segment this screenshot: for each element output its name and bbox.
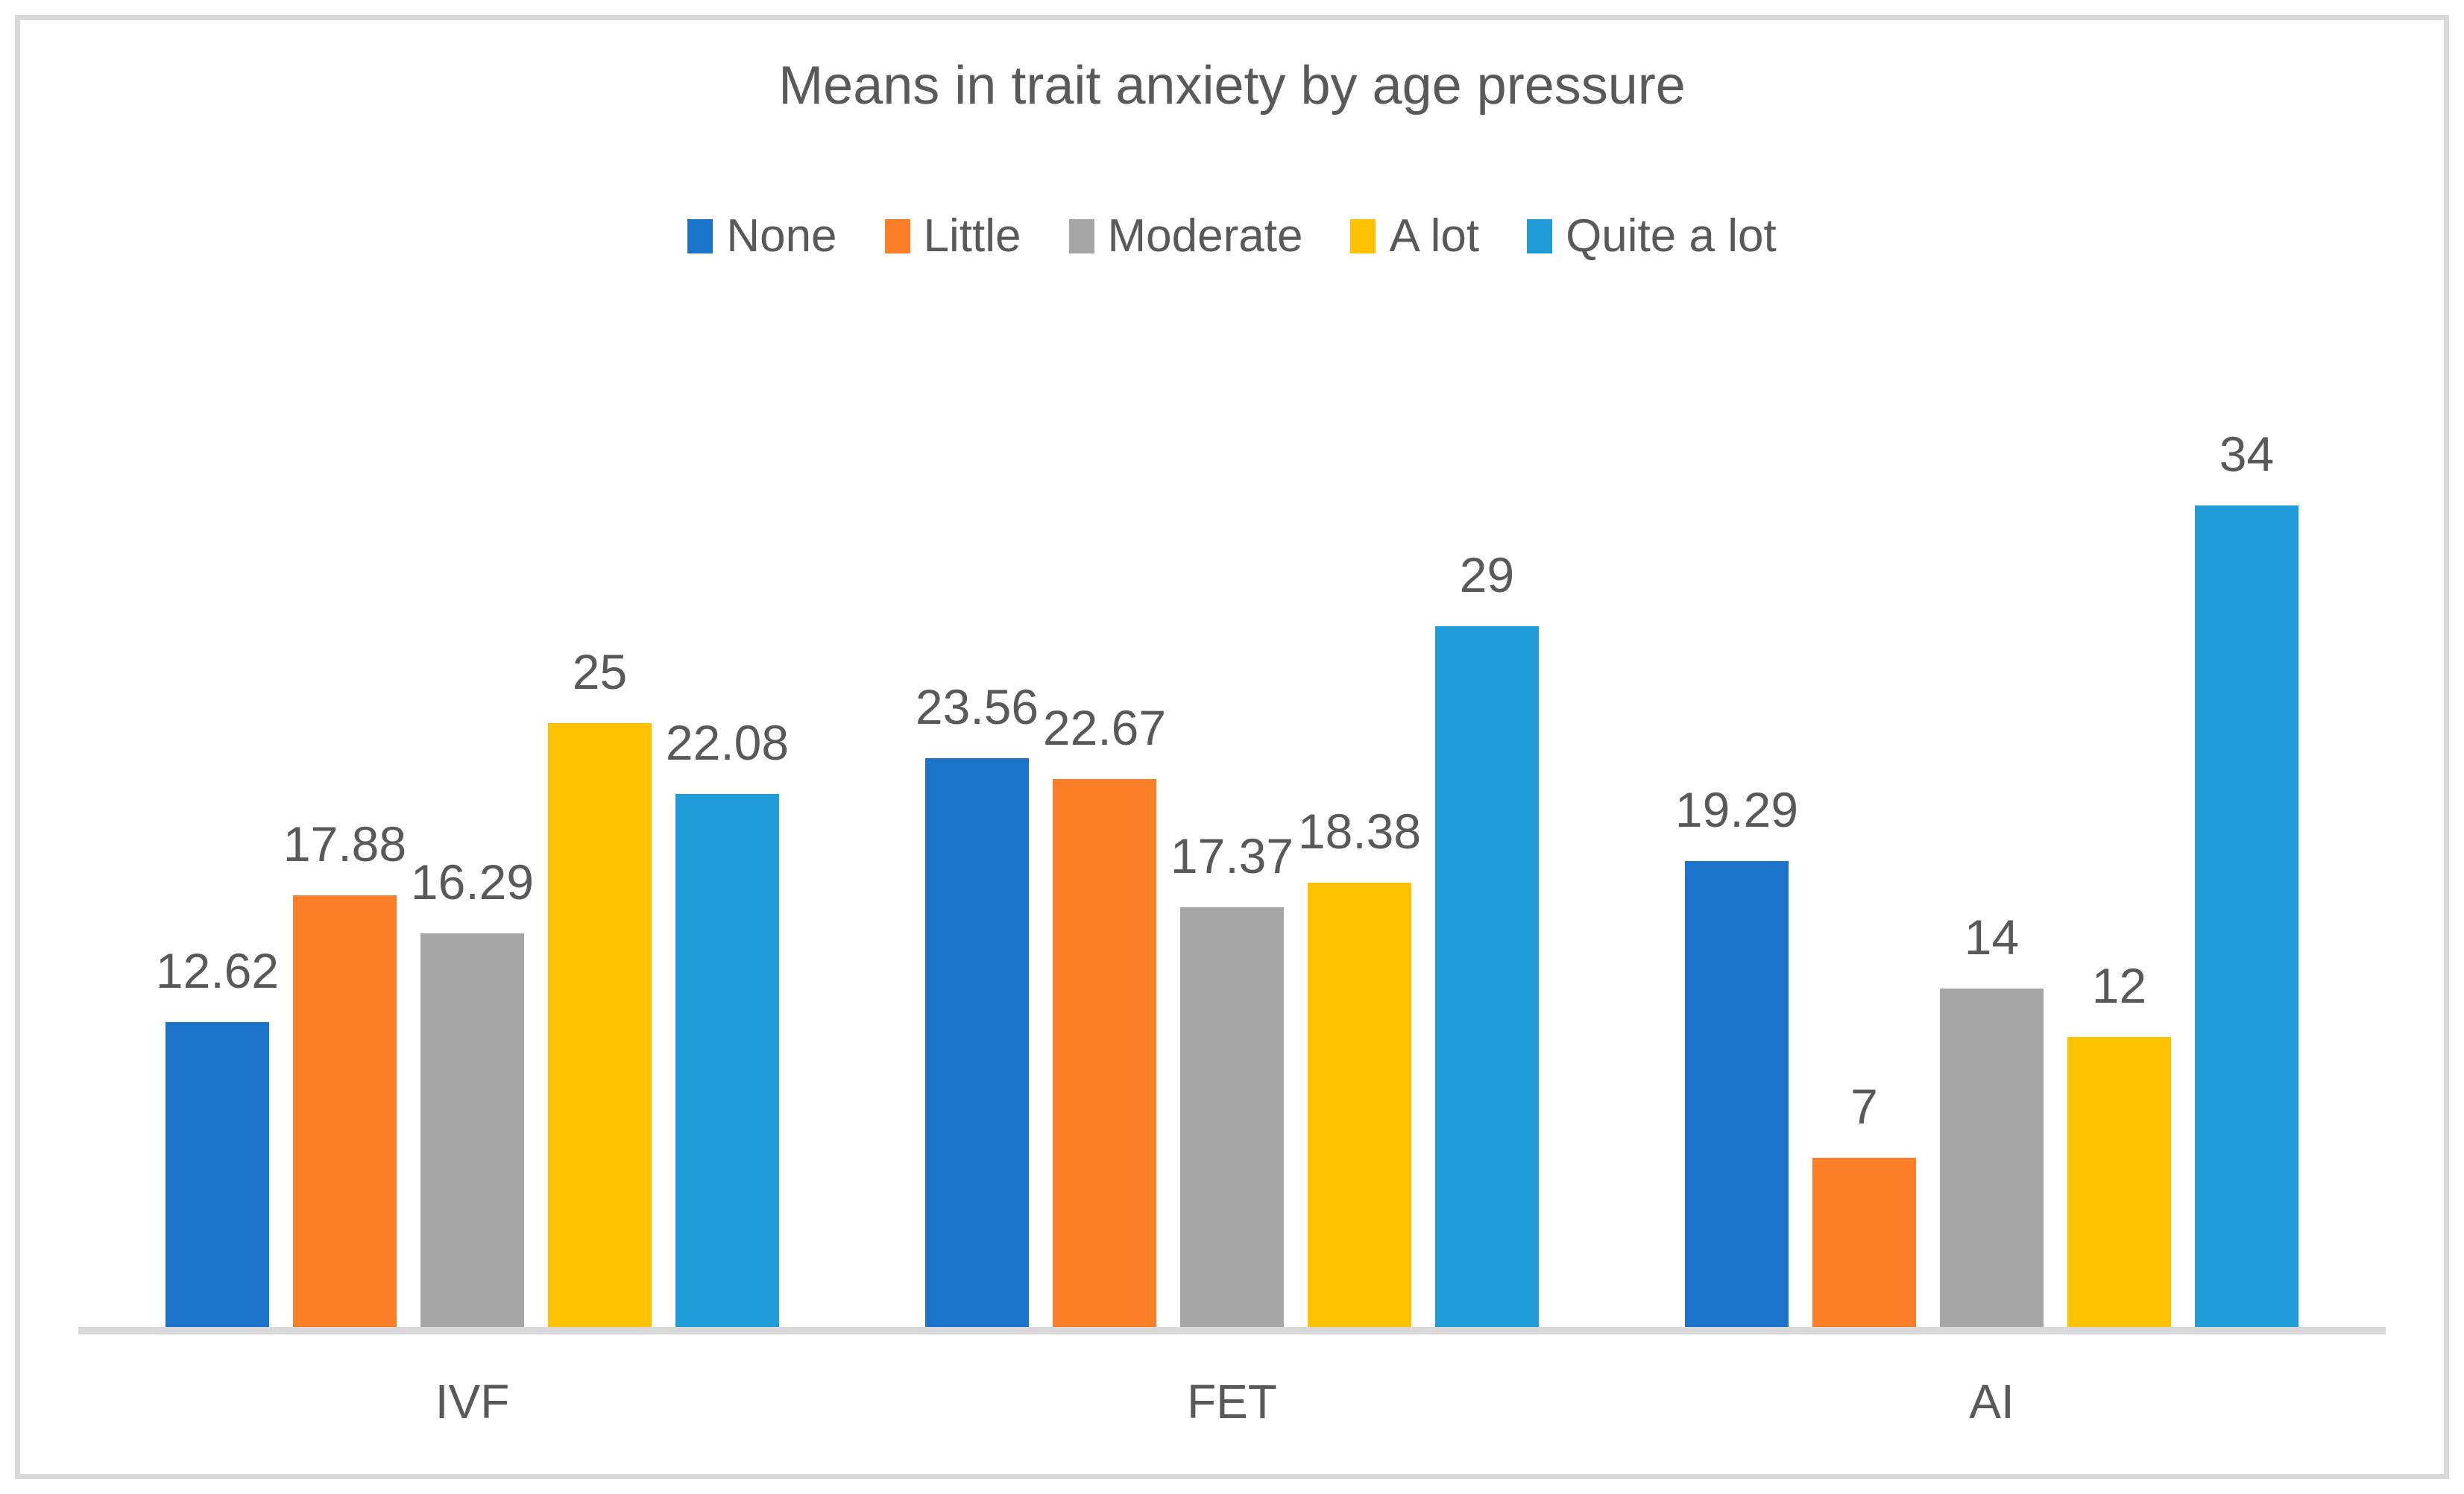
chart-title: Means in trait anxiety by age pressure: [778, 56, 1686, 116]
data-label-fet-quite-a-lot: 29: [1459, 547, 1515, 602]
legend-item-little: Little: [884, 210, 1021, 262]
legend-label: None: [726, 210, 837, 262]
bar-group-ai: 19.29 7 14 12 34: [1675, 429, 2298, 1327]
legend-label: Little: [923, 210, 1021, 262]
data-label-fet-a-lot: 18.38: [1297, 804, 1422, 859]
legend-item-quite-a-lot: Quite a lot: [1527, 213, 1777, 259]
data-label-ivf-none: 12.62: [155, 943, 280, 998]
bar-column-fet-a-lot: 18.38: [1298, 807, 1421, 1327]
bar-column-fet-none: 23.56: [916, 682, 1039, 1327]
data-label-fet-little: 22.67: [1042, 700, 1167, 755]
legend-item-moderate: Moderate: [1068, 210, 1303, 262]
bar-group-fet: 23.56 22.67 17.37 18.38 29: [916, 550, 1539, 1327]
data-label-ivf-a-lot: 25: [572, 644, 628, 699]
x-axis-line: [78, 1327, 2386, 1334]
bar-column-ai-little: 7: [1812, 1082, 1916, 1327]
bar-column-ai-a-lot: 12: [2067, 961, 2171, 1327]
bar-column-ivf-quite-a-lot: 22.08: [666, 718, 789, 1327]
data-label-ai-none: 19.29: [1674, 782, 1799, 837]
legend-item-a-lot: A lot: [1350, 213, 1479, 259]
legend-marker-icon: [1527, 219, 1553, 253]
category-label-fet: FET: [1187, 1375, 1277, 1428]
plot-area: 12.62 17.88 16.29 25 22.08 23.56 22.67 17.37 18.…: [0, 429, 2464, 1327]
bar-column-ai-moderate: 14: [1940, 913, 2044, 1327]
bar-column-ivf-none: 12.62: [156, 946, 279, 1327]
data-label-ivf-little: 17.88: [283, 816, 407, 872]
data-label-ivf-quite-a-lot: 22.08: [665, 715, 790, 770]
data-label-ai-quite-a-lot: 34: [2219, 426, 2275, 482]
legend-marker-icon: [884, 219, 910, 253]
bar-column-fet-little: 22.67: [1043, 703, 1166, 1327]
bar-ivf-none: [166, 1022, 269, 1327]
bar-ai-quite-a-lot: [2195, 505, 2298, 1327]
bar-group-ivf: 12.62 17.88 16.29 25 22.08: [156, 647, 789, 1327]
bar-column-ivf-little: 17.88: [283, 819, 406, 1327]
bar-fet-a-lot: [1308, 883, 1411, 1327]
legend-label: Quite a lot: [1566, 210, 1777, 262]
bar-ivf-moderate: [420, 933, 524, 1327]
legend-marker-icon: [1068, 219, 1094, 253]
bar-ai-moderate: [1940, 989, 2044, 1327]
data-label-ai-little: 7: [1850, 1079, 1878, 1134]
bar-ai-little: [1812, 1158, 1916, 1327]
legend-item-none: None: [687, 210, 837, 262]
bar-ivf-quite-a-lot: [675, 794, 779, 1327]
data-label-fet-none: 23.56: [915, 679, 1039, 734]
legend: None Little Moderate A lot Quite a lot: [0, 213, 2464, 259]
bar-ai-none: [1685, 861, 1789, 1327]
bar-column-ai-none: 19.29: [1675, 785, 1798, 1327]
data-label-ivf-moderate: 16.29: [410, 854, 535, 910]
legend-label: A lot: [1389, 210, 1480, 262]
bar-fet-quite-a-lot: [1435, 626, 1539, 1327]
data-label-ai-moderate: 14: [1964, 910, 2020, 965]
bar-fet-none: [925, 758, 1029, 1327]
bar-column-fet-quite-a-lot: 29: [1435, 550, 1539, 1327]
bar-ivf-a-lot: [548, 723, 652, 1327]
bar-column-ivf-moderate: 16.29: [411, 857, 534, 1327]
category-label-ai: AI: [1969, 1375, 2014, 1428]
bar-fet-little: [1053, 779, 1156, 1327]
category-label-ivf: IVF: [435, 1375, 510, 1428]
legend-label: Moderate: [1107, 210, 1303, 262]
bar-column-fet-moderate: 17.37: [1170, 831, 1294, 1327]
x-axis-category-labels: IVF FET AI: [0, 1378, 2464, 1425]
bar-column-ai-quite-a-lot: 34: [2195, 429, 2298, 1327]
data-label-ai-a-lot: 12: [2091, 958, 2147, 1013]
bar-fet-moderate: [1180, 907, 1284, 1327]
data-label-fet-moderate: 17.37: [1170, 828, 1294, 883]
bar-column-ivf-a-lot: 25: [548, 647, 652, 1327]
legend-marker-icon: [687, 219, 713, 253]
legend-marker-icon: [1350, 219, 1376, 253]
bar-ivf-little: [293, 895, 397, 1327]
bar-ai-a-lot: [2067, 1037, 2171, 1327]
